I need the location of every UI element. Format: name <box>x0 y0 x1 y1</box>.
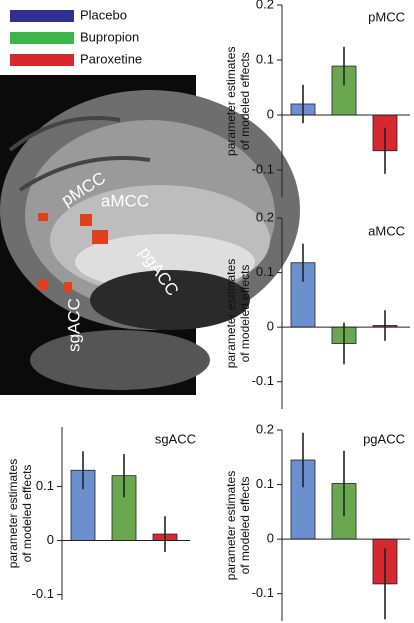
y-tick-label: 0.1 <box>256 476 274 491</box>
legend-label: Bupropion <box>80 29 139 44</box>
y-tick-label: 0.2 <box>256 0 274 11</box>
y-axis-label: parameter estimates <box>224 47 238 156</box>
y-tick-label: -0.1 <box>252 373 274 388</box>
y-tick-label: -0.1 <box>32 586 54 601</box>
region-label: sgACC <box>64 298 83 352</box>
y-tick-label: 0.2 <box>256 421 274 436</box>
legend-label: Placebo <box>80 7 127 22</box>
y-tick-label: 0.1 <box>256 51 274 66</box>
y-axis-label: of modeled effects <box>20 465 34 563</box>
y-axis-label: of modeled effects <box>238 52 252 150</box>
chart-title: pMCC <box>368 9 405 24</box>
y-axis-label: parameter estimates <box>6 459 20 568</box>
legend-swatch <box>10 54 74 66</box>
y-tick-label: 0 <box>267 319 274 334</box>
region-label: aMCC <box>101 191 149 210</box>
legend-swatch <box>10 10 74 22</box>
y-tick-label: 0.1 <box>36 478 54 493</box>
y-tick-label: -0.1 <box>252 161 274 176</box>
chart-title: aMCC <box>368 223 405 238</box>
y-axis-label: parameter estimates <box>224 471 238 580</box>
y-tick-label: 0 <box>267 531 274 546</box>
legend-label: Paroxetine <box>80 51 142 66</box>
chart-title: pgACC <box>363 431 405 446</box>
brain-image <box>0 75 300 395</box>
y-tick-label: 0 <box>47 532 54 547</box>
y-tick-label: -0.1 <box>252 585 274 600</box>
y-tick-label: 0 <box>267 106 274 121</box>
legend-swatch <box>10 32 74 44</box>
y-axis-label: parameter estimates <box>224 259 238 368</box>
chart-title: sgACC <box>155 431 196 446</box>
y-tick-label: 0.1 <box>256 264 274 279</box>
y-axis-label: of modeled effects <box>238 265 252 363</box>
y-tick-label: 0.2 <box>256 209 274 224</box>
y-axis-label: of modeled effects <box>238 477 252 575</box>
